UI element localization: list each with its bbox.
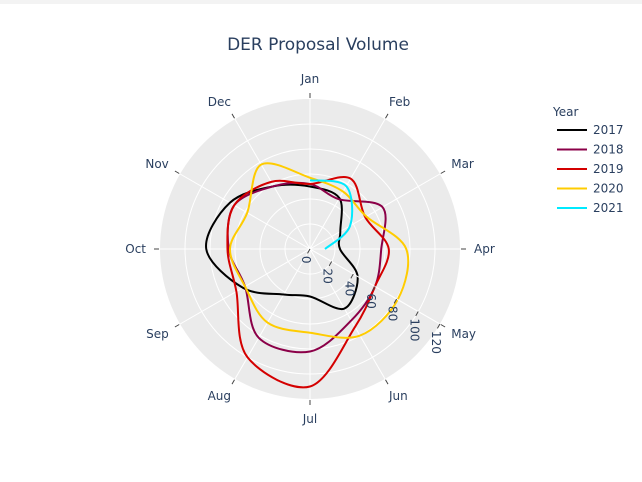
angular-gridline [309, 173, 441, 250]
legend-item-2019[interactable]: 2019 [593, 162, 624, 176]
series-line-2019 [226, 176, 390, 389]
angular-tick [174, 170, 180, 174]
series-line-2021 [309, 179, 354, 250]
angular-gridline [234, 118, 311, 250]
angular-tick [440, 170, 446, 174]
angular-tick [385, 113, 389, 119]
angular-tick [440, 324, 446, 328]
radial-tick-label: 20 [321, 268, 335, 283]
angular-tick-label: Jul [302, 412, 317, 426]
angular-tick-label: Aug [208, 389, 231, 403]
angular-gridline [309, 118, 386, 250]
series-line-2020 [228, 162, 410, 339]
chart-title: DER Proposal Volume [227, 35, 409, 55]
legend-item-2021[interactable]: 2021 [593, 201, 624, 215]
radial-tick-label: 120 [429, 331, 443, 354]
angular-tick-label: Nov [145, 157, 168, 171]
legend-item-2018[interactable]: 2018 [593, 143, 624, 157]
radial-tick [372, 286, 376, 292]
radial-tick-label: 100 [407, 318, 421, 341]
radial-tick [328, 261, 333, 267]
angular-gridline [309, 248, 386, 380]
radial-tick-label: 80 [386, 306, 400, 321]
legend-item-2017[interactable]: 2017 [593, 123, 624, 137]
radial-tick [415, 311, 419, 317]
angular-gridline [179, 173, 311, 250]
radial-tick [436, 323, 441, 329]
angular-tick-label: Jan [300, 72, 320, 86]
angular-tick-label: Apr [474, 242, 495, 256]
angular-tick [231, 379, 235, 385]
radial-axis: 0 20 40 60 80 100 120 [299, 248, 443, 354]
legend-title: Year [552, 105, 578, 119]
radial-tick [393, 298, 398, 304]
top-bar [0, 0, 642, 4]
angular-tick-label: Dec [208, 95, 231, 109]
angular-tick-label: Feb [389, 95, 410, 109]
series-line-2017 [205, 183, 359, 311]
angular-tick-label: Oct [125, 242, 146, 256]
angular-tick [174, 324, 180, 328]
angular-tick-label: Jun [388, 389, 408, 403]
angular-tick [231, 113, 235, 119]
radial-tick-label: 40 [342, 281, 356, 296]
radial-tick [307, 248, 311, 254]
radial-tick-label: 60 [364, 293, 378, 308]
legend-item-2020[interactable]: 2020 [593, 182, 624, 196]
radial-tick [350, 273, 354, 279]
angular-tick-label: Sep [146, 327, 169, 341]
angular-tick [385, 379, 389, 385]
angular-tick-label: Mar [451, 157, 474, 171]
legend: Year 2017 2018 2019 2020 2021 [552, 105, 624, 215]
angular-tick-label: May [451, 327, 476, 341]
radial-tick-label: 0 [299, 256, 313, 264]
